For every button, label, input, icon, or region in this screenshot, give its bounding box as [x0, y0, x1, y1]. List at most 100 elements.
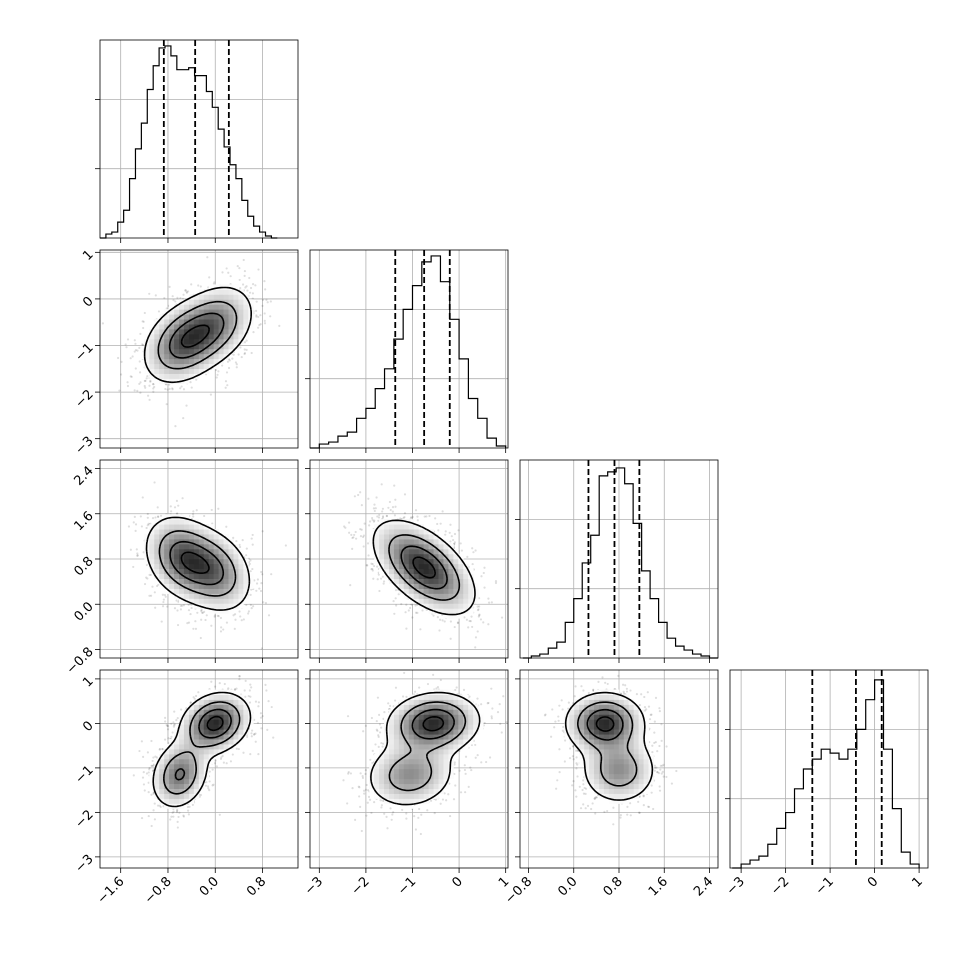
scatter-point [241, 539, 244, 542]
scatter-point [139, 332, 142, 335]
scatter-point [189, 381, 192, 384]
scatter-point [168, 387, 171, 390]
scatter-point [453, 532, 457, 536]
density-cell [169, 553, 175, 560]
scatter-point [226, 360, 230, 363]
density-cell [169, 514, 175, 520]
density-cell [213, 358, 219, 365]
density-cell [179, 353, 185, 360]
density-cell [233, 578, 239, 584]
density-cell [228, 578, 234, 584]
density-cell [174, 534, 180, 540]
scatter-point [474, 646, 477, 649]
contour-line [180, 551, 210, 574]
density-cell [198, 548, 205, 555]
density-cell [169, 539, 175, 545]
density-cell [218, 539, 224, 545]
density-cell [213, 563, 219, 570]
density-cell [213, 343, 219, 350]
density-cell [243, 304, 249, 310]
density-cell [149, 524, 155, 530]
scatter-point [479, 618, 483, 621]
scatter-point [187, 290, 190, 293]
scatter-point [157, 515, 160, 519]
scatter-point [200, 611, 204, 614]
density-cell [179, 514, 185, 520]
scatter-point [148, 398, 151, 401]
density-cell [208, 358, 215, 365]
density-cell [203, 324, 210, 330]
scatter-point [449, 523, 452, 526]
scatter-point [377, 519, 380, 522]
scatter-point [216, 373, 219, 376]
scatter-point [360, 504, 363, 507]
scatter-point [284, 544, 287, 547]
density-cell [169, 563, 175, 570]
density-cell [188, 314, 195, 320]
scatter-point [176, 609, 179, 612]
scatter-point [416, 611, 419, 614]
scatter-point [410, 603, 413, 606]
density-cell [218, 598, 224, 604]
scatter-point [176, 296, 179, 299]
scatter-point [257, 326, 260, 329]
density-cell [154, 524, 160, 530]
scatter-point [241, 283, 245, 286]
density-cell [248, 573, 254, 579]
scatter-point [233, 613, 237, 616]
scatter-point [156, 515, 160, 518]
density-cell [238, 583, 244, 589]
x-tick-label: 1 [909, 874, 925, 890]
scatter-point [482, 571, 485, 575]
scatter-point [149, 379, 152, 382]
scatter-point [176, 512, 179, 515]
scatter-point [373, 519, 376, 522]
density-cell [228, 333, 234, 340]
density-cell [174, 309, 180, 315]
density-cell [228, 294, 234, 300]
density-cell [164, 309, 170, 315]
density-cell [208, 578, 215, 584]
density-cell [223, 289, 229, 295]
scatter-point [347, 521, 351, 524]
contour-line [157, 300, 238, 370]
density-cell [223, 309, 229, 315]
scatter-point [478, 605, 481, 608]
density-cell [154, 558, 160, 565]
density-cell [228, 608, 234, 614]
density-cell [228, 324, 234, 330]
density-cell [223, 548, 229, 555]
density-cell [218, 568, 224, 575]
scatter-point [217, 507, 220, 510]
density-cell [238, 593, 244, 599]
density-cell [208, 543, 215, 550]
density-cell [174, 333, 180, 340]
density-cell [159, 353, 165, 360]
scatter-point [132, 565, 135, 569]
scatter-point [245, 603, 248, 607]
scatter-point [181, 497, 184, 500]
scatter-point [175, 599, 178, 602]
scatter-point [449, 540, 452, 543]
scatter-point [255, 309, 258, 312]
density-cell [238, 333, 244, 340]
density-cell [193, 294, 200, 300]
density-cell [169, 358, 175, 365]
density-cell [159, 363, 165, 369]
density-cell [164, 373, 170, 379]
density-cell [198, 333, 205, 340]
scatter-point [354, 530, 357, 534]
y-tick-label: 0.8 [71, 554, 96, 579]
density-cell [169, 573, 175, 579]
scatter-point [177, 504, 180, 507]
scatter-point [478, 613, 481, 616]
density-cell [164, 324, 170, 330]
density-cell [208, 294, 215, 300]
density-cell [188, 583, 195, 589]
scatter-point [372, 507, 375, 510]
scatter-point [142, 320, 145, 323]
density-cell [238, 324, 244, 330]
density-cell [149, 348, 155, 355]
scatter-point [192, 510, 195, 513]
scatter-point [260, 582, 263, 585]
